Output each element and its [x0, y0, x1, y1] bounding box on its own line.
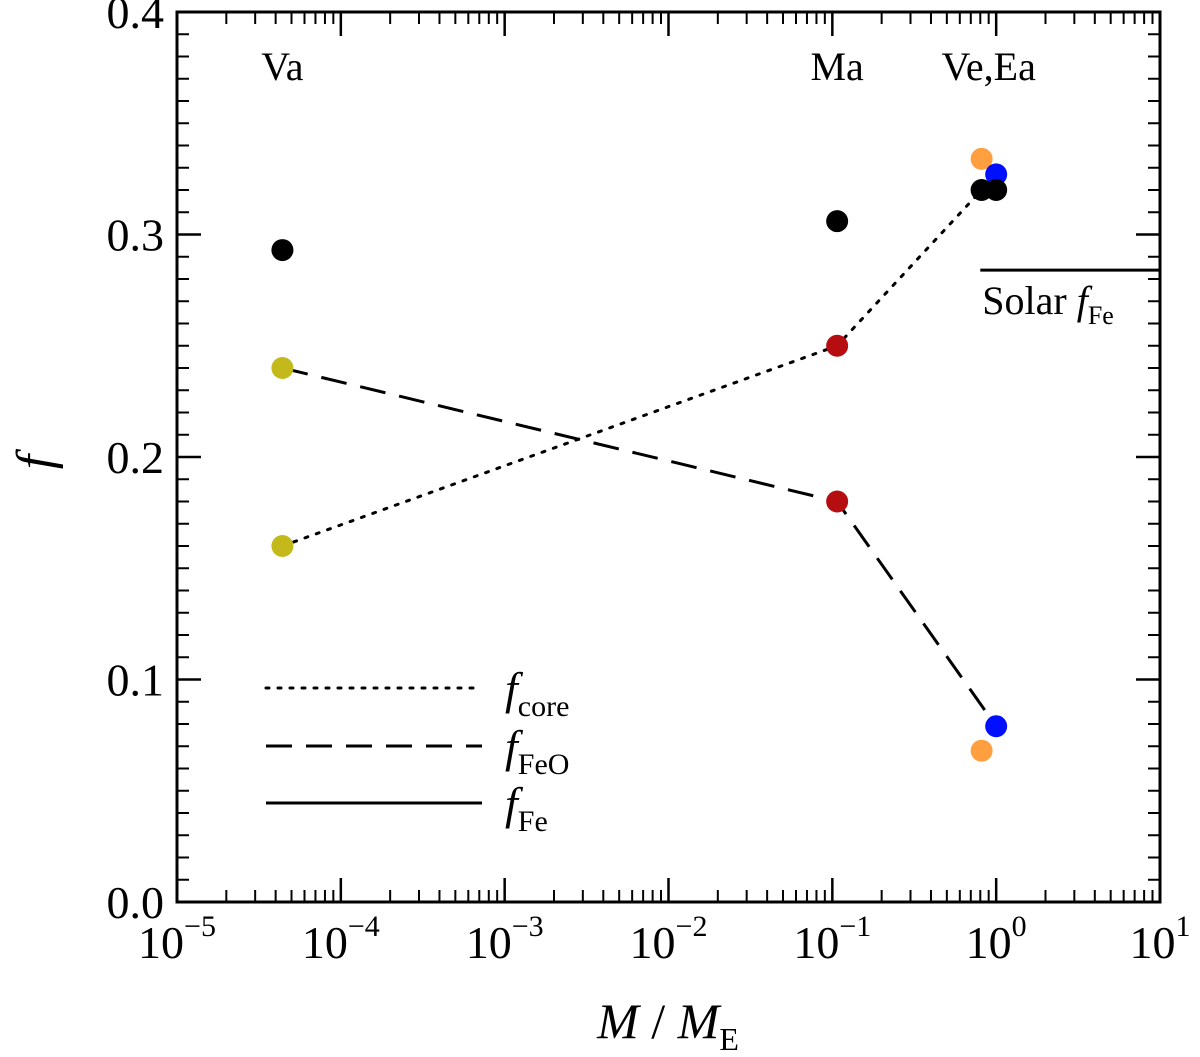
- x-tick-label: 10−4: [302, 910, 380, 968]
- point-va-f-core: [271, 535, 294, 557]
- plot-frame: [175, 10, 1162, 904]
- y-tick-label: 0.0: [107, 877, 165, 928]
- legend-label: fFeO: [505, 721, 569, 781]
- solar-fe-label: Solar fFe: [982, 278, 1114, 330]
- x-tick-label: 10−5: [138, 910, 216, 968]
- planet-label: Ve,Ea: [941, 44, 1036, 89]
- point-ma-f-core: [826, 334, 849, 357]
- x-tick-label: 100: [966, 910, 1027, 968]
- y-tick-label: 0.2: [107, 432, 165, 483]
- point-ma-f-fe: [826, 210, 849, 233]
- y-tick-label: 0.3: [107, 210, 165, 261]
- series-line-f-feo: [282, 366, 998, 728]
- point-ve-f-feo: [970, 739, 993, 762]
- x-axis-title: M / ME: [596, 993, 739, 1057]
- legend-label: fFe: [505, 778, 548, 838]
- planet-label: Va: [261, 44, 303, 89]
- series-line-f-core: [280, 188, 998, 548]
- point-va-f-fe: [271, 239, 294, 262]
- x-tick-label: 10−2: [630, 910, 708, 968]
- legend-label: fcore: [505, 663, 569, 723]
- planet-label: Ma: [810, 44, 864, 89]
- y-axis-title: f: [7, 448, 64, 469]
- point-ea-f-feo: [985, 715, 1008, 738]
- point-ve-f-core: [970, 147, 993, 170]
- x-tick-label: 10−1: [793, 910, 871, 968]
- y-tick-label: 0.1: [107, 655, 165, 706]
- point-ea-f-core: [985, 163, 1008, 186]
- x-tick-label: 101: [1130, 910, 1191, 968]
- series-lines: [280, 188, 1160, 728]
- point-ma-f-feo: [826, 490, 849, 513]
- data-points: [271, 147, 1008, 762]
- tick-marks: [175, 12, 1162, 902]
- x-tick-label: 10−3: [466, 910, 544, 968]
- point-va-f-feo: [271, 357, 294, 379]
- point-ea-f-fe: [985, 179, 1008, 201]
- annotations: 10−5 10−4 10−3 10−2 10−1 100 101 0.0 0.1 0.2 0.3 0.…: [7, 0, 1191, 1057]
- y-tick-label: 0.4: [107, 0, 165, 38]
